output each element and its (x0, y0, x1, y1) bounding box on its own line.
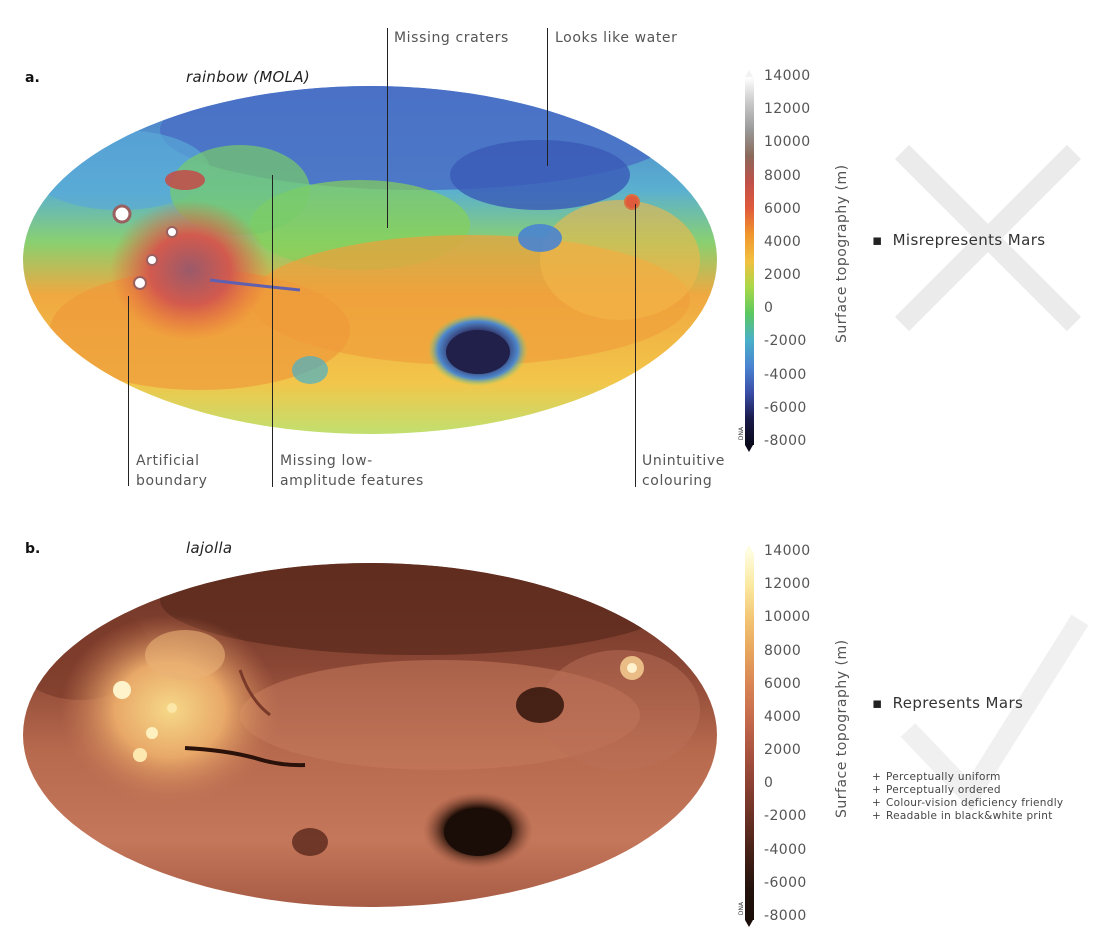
rainbow-mars-map (23, 86, 717, 434)
colorbar-tick-label: 6000 (764, 675, 802, 692)
colorbar-tick-label: -6000 (764, 399, 807, 416)
colorbar-tick-label: -4000 (764, 366, 807, 383)
colorbar-lajolla-tag: DNA (738, 901, 746, 916)
colorbar-tick-label: 10000 (764, 609, 811, 626)
property-item: + Perceptually ordered (872, 784, 1001, 796)
colorbar-tick-label: -6000 (764, 874, 807, 891)
colorbar-tick-label: -2000 (764, 333, 807, 350)
annotation-unintuitive-colouring: Unintuitive colouring (642, 453, 726, 489)
colorbar-tick-label: 0 (764, 775, 774, 792)
colorbar-rainbow (745, 77, 754, 445)
annotation-line-missing-low-amplitude (272, 175, 273, 487)
colorbar-lajolla-bottom-arrow (745, 920, 753, 927)
verdict-misrepresents-mars: Misrepresents Mars (872, 231, 1046, 249)
colorbar-tick-label: 8000 (764, 642, 802, 659)
annotation-missing-low-amplitude: Missing low- amplitude features (280, 453, 424, 489)
properties-list: + Perceptually uniform + Perceptually orde… (872, 771, 1063, 823)
colorbar-tick-label: 2000 (764, 267, 802, 284)
colorbar-lajolla-label: Surface topography (m) (834, 639, 850, 818)
panel-a-letter: a. (25, 70, 40, 86)
lajolla-mars-map (23, 563, 717, 907)
colorbar-tick-label: 12000 (764, 576, 811, 593)
colorbar-rainbow-label: Surface topography (m) (834, 164, 850, 343)
colorbar-rainbow-ticks: 14000 12000 10000 8000 6000 4000 2000 0 -2000 -40… (762, 68, 822, 458)
colorbar-lajolla-top-arrow (745, 545, 753, 552)
colorbar-tick-label: 4000 (764, 233, 802, 250)
panel-b-title: lajolla (186, 539, 233, 557)
colorbar-lajolla (745, 552, 754, 920)
colorbar-tick-label: 2000 (764, 742, 802, 759)
colorbar-rainbow-top-arrow (745, 70, 753, 77)
colorbar-tick-label: 14000 (764, 543, 811, 559)
annotation-line-artificial-boundary (128, 296, 129, 486)
panel-b-letter: b. (25, 541, 41, 557)
colorbar-tick-label: -8000 (764, 908, 807, 924)
colorbar-tick-label: 10000 (764, 134, 811, 151)
annotation-line-missing-craters (387, 28, 388, 228)
verdict-represents-mars: Represents Mars (872, 694, 1023, 712)
check-icon (900, 614, 1089, 810)
property-item: + Perceptually uniform (872, 771, 1001, 783)
colorbar-tick-label: -8000 (764, 433, 807, 449)
colorbar-tick-label: 0 (764, 300, 774, 317)
annotation-looks-like-water: Looks like water (555, 30, 678, 46)
colorbar-tick-label: -4000 (764, 841, 807, 858)
annotation-line-looks-like-water (547, 28, 548, 166)
annotation-artificial-boundary: Artificial boundary (136, 453, 208, 489)
colorbar-tick-label: 12000 (764, 101, 811, 118)
property-item: + Colour-vision deficiency friendly (872, 797, 1064, 809)
colorbar-rainbow-bottom-arrow (745, 445, 753, 452)
panel-a-title: rainbow (MOLA) (186, 68, 311, 86)
annotation-line-unintuitive-colouring (635, 204, 636, 487)
colorbar-tick-label: 8000 (764, 167, 802, 184)
colorbar-tick-label: 14000 (764, 68, 811, 84)
colorbar-rainbow-tag: DNA (738, 426, 746, 441)
colorbar-tick-label: -2000 (764, 808, 807, 825)
annotation-missing-craters: Missing craters (394, 30, 509, 46)
colorbar-tick-label: 4000 (764, 708, 802, 725)
colorbar-lajolla-ticks: 14000 12000 10000 8000 6000 4000 2000 0 -2000 -40… (762, 543, 822, 933)
property-item: + Readable in black&white print (872, 810, 1053, 822)
colorbar-tick-label: 6000 (764, 200, 802, 217)
